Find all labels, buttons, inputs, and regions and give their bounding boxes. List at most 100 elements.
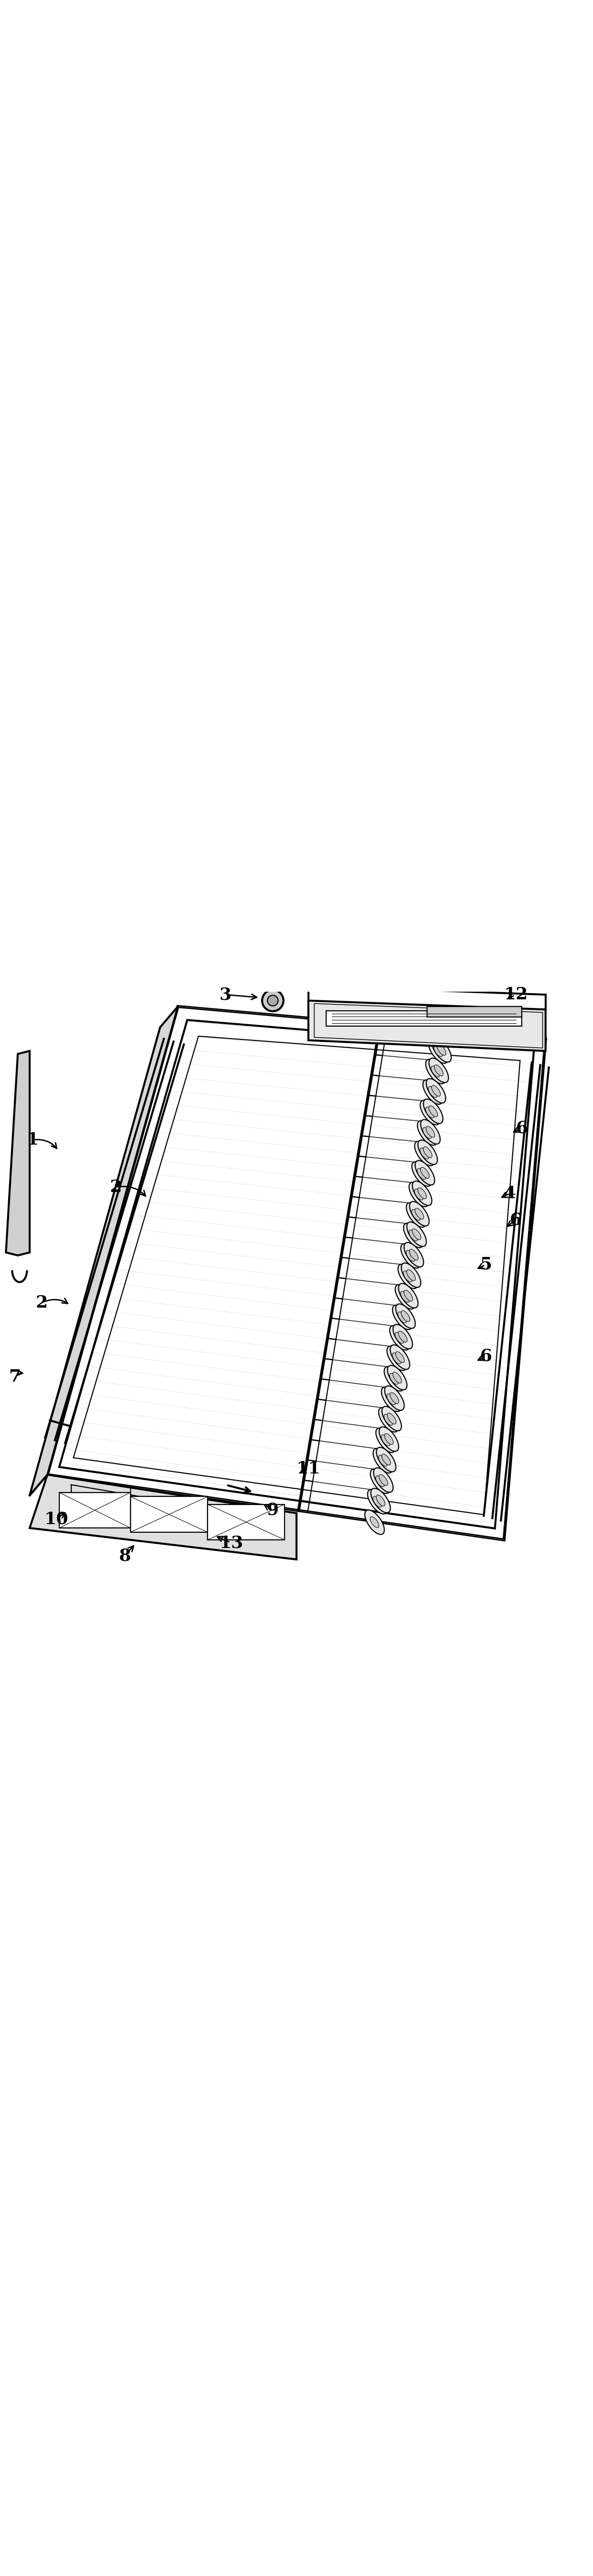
Ellipse shape [382,1406,401,1430]
Ellipse shape [434,1046,442,1056]
Ellipse shape [371,1489,390,1512]
Ellipse shape [412,1229,421,1239]
Ellipse shape [415,1141,434,1167]
Ellipse shape [407,1270,416,1280]
Ellipse shape [387,1365,407,1391]
Ellipse shape [387,1414,396,1425]
Ellipse shape [423,1100,443,1123]
Circle shape [267,994,278,1005]
Text: 2: 2 [36,1296,47,1311]
Ellipse shape [390,1327,409,1350]
Ellipse shape [396,1352,404,1363]
Ellipse shape [382,1453,391,1466]
Ellipse shape [378,1455,387,1466]
Ellipse shape [415,1190,423,1200]
Text: 3: 3 [219,987,231,1002]
Ellipse shape [393,1306,412,1329]
Text: 2: 2 [110,1180,122,1195]
Ellipse shape [368,1489,387,1515]
Ellipse shape [401,1262,421,1288]
Ellipse shape [373,1497,382,1507]
Ellipse shape [401,1244,420,1267]
Ellipse shape [409,1229,417,1242]
Ellipse shape [434,1064,443,1077]
Text: 1: 1 [27,1131,39,1149]
Ellipse shape [423,1079,442,1105]
Ellipse shape [426,1059,445,1084]
Text: 6: 6 [516,1121,528,1136]
Ellipse shape [404,1242,423,1267]
Ellipse shape [412,1180,432,1206]
Polygon shape [30,1007,178,1497]
Ellipse shape [417,1121,437,1146]
Ellipse shape [387,1394,396,1404]
Ellipse shape [379,1427,398,1450]
Ellipse shape [440,1023,449,1036]
Ellipse shape [432,1038,451,1061]
Ellipse shape [393,1324,413,1350]
Text: 6: 6 [480,1347,492,1365]
Ellipse shape [384,1435,393,1445]
Ellipse shape [371,1468,390,1494]
Ellipse shape [379,1473,388,1486]
Ellipse shape [423,1146,432,1157]
Polygon shape [208,1504,285,1540]
Ellipse shape [409,1249,418,1260]
Ellipse shape [423,1128,432,1139]
Ellipse shape [390,1345,410,1370]
Ellipse shape [385,1386,404,1409]
Polygon shape [30,1473,296,1558]
Ellipse shape [415,1208,424,1218]
Polygon shape [47,1007,546,1540]
Ellipse shape [393,1373,401,1383]
Ellipse shape [420,1149,429,1159]
Ellipse shape [387,1347,406,1370]
Ellipse shape [398,1332,407,1342]
Ellipse shape [390,1373,398,1383]
Ellipse shape [437,1043,446,1056]
Ellipse shape [370,1517,379,1528]
Ellipse shape [431,1066,440,1077]
Ellipse shape [426,1079,446,1103]
Ellipse shape [429,1105,438,1118]
Text: 11: 11 [296,1461,320,1476]
Text: 6: 6 [510,1211,522,1229]
Ellipse shape [376,1494,385,1507]
Text: 8: 8 [119,1548,130,1564]
Ellipse shape [406,1249,415,1262]
Ellipse shape [428,1087,437,1097]
Ellipse shape [417,1188,426,1198]
Ellipse shape [420,1100,439,1126]
Ellipse shape [406,1203,426,1226]
Ellipse shape [410,1200,429,1226]
Ellipse shape [393,1352,401,1363]
Ellipse shape [374,1468,393,1492]
Text: 5: 5 [480,1257,492,1273]
Circle shape [262,989,283,1012]
Polygon shape [59,1492,130,1528]
Ellipse shape [420,1121,440,1144]
Ellipse shape [396,1285,415,1309]
Text: 12: 12 [504,987,528,1002]
Ellipse shape [404,1224,423,1247]
Ellipse shape [373,1448,393,1473]
Ellipse shape [403,1270,412,1283]
Ellipse shape [407,1221,426,1247]
Text: 13: 13 [219,1535,243,1551]
Ellipse shape [429,1038,448,1064]
Ellipse shape [412,1162,431,1185]
Ellipse shape [398,1311,407,1324]
Polygon shape [427,1007,522,1018]
Ellipse shape [395,1332,404,1342]
Ellipse shape [377,1448,396,1471]
Text: 4: 4 [504,1185,516,1200]
Ellipse shape [412,1211,420,1221]
Ellipse shape [390,1394,399,1404]
Ellipse shape [376,1427,396,1453]
Text: 7: 7 [9,1368,21,1386]
Ellipse shape [381,1386,401,1412]
Ellipse shape [426,1108,434,1118]
Ellipse shape [365,1510,384,1535]
Polygon shape [326,1010,522,1025]
Ellipse shape [426,1126,435,1136]
